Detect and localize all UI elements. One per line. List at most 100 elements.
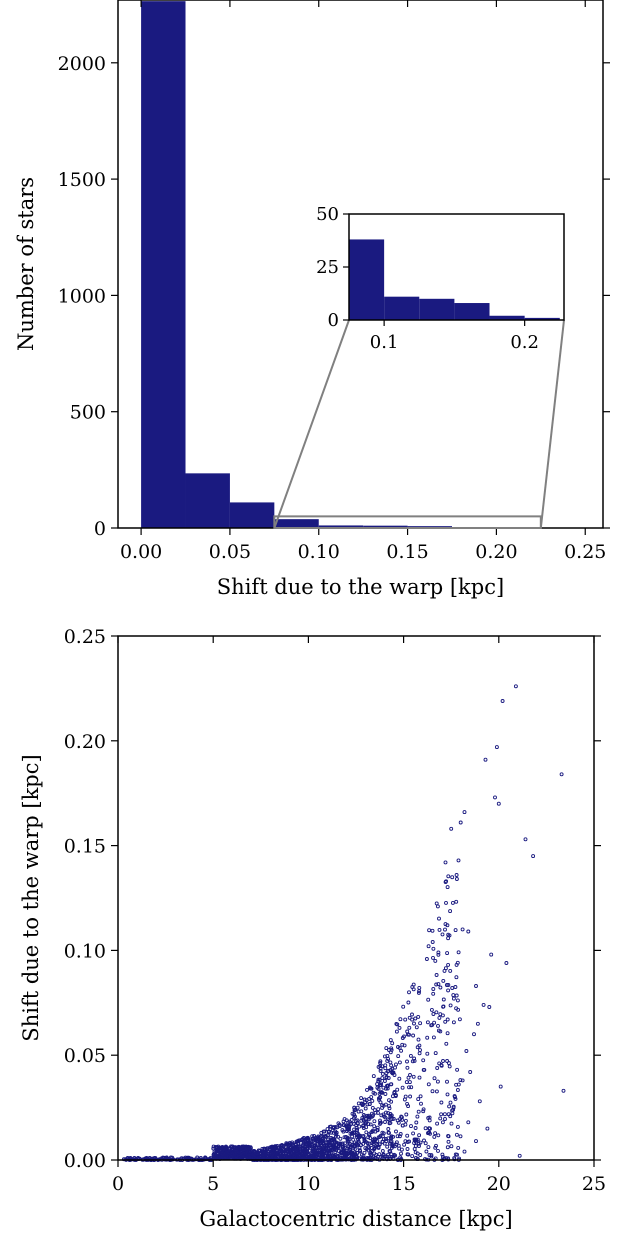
histogram-y-tick-label: 0 xyxy=(94,518,106,540)
scatter-point xyxy=(400,1049,403,1052)
scatter-point xyxy=(446,1080,449,1083)
histogram-bar-3 xyxy=(274,519,318,528)
scatter-point xyxy=(452,1021,455,1024)
scatter-point xyxy=(436,1122,439,1125)
scatter-point xyxy=(442,979,445,982)
histogram-y-tick-label: 500 xyxy=(70,402,106,424)
scatter-point xyxy=(387,1128,390,1131)
histogram-y-tick-label: 2000 xyxy=(58,53,106,75)
scatter-point xyxy=(403,1143,406,1146)
scatter-point xyxy=(426,1052,429,1055)
scatter-point xyxy=(446,952,449,955)
scatter-point xyxy=(352,1138,355,1141)
scatter-point xyxy=(459,821,462,824)
scatter-point xyxy=(440,1101,443,1104)
scatter-point xyxy=(401,1086,404,1089)
scatter-point xyxy=(441,933,444,936)
scatter-point xyxy=(427,1146,430,1149)
scatter-point xyxy=(454,929,457,932)
scatter-point xyxy=(339,1137,342,1140)
scatter-point xyxy=(447,989,450,992)
scatter-point xyxy=(439,986,442,989)
scatter-point xyxy=(518,1154,521,1157)
scatter-point xyxy=(463,1150,466,1153)
scatter-point xyxy=(439,1117,442,1120)
scatter-point xyxy=(450,1122,453,1125)
scatter-point xyxy=(484,758,487,761)
scatter-point xyxy=(363,1151,366,1154)
scatter-point xyxy=(406,1066,409,1069)
scatter-point xyxy=(434,959,437,962)
scatter-point xyxy=(372,1075,375,1078)
zoom-connector-right xyxy=(541,320,564,528)
scatter-point xyxy=(412,1034,415,1037)
scatter-point xyxy=(409,1054,412,1057)
scatter-point xyxy=(433,1077,436,1080)
scatter-point xyxy=(452,994,455,997)
scatter-chart: 0 5 10 15 20 250.000.050.100.150.200.25 Galac… xyxy=(19,626,606,1231)
inset-bar-6 xyxy=(454,303,489,320)
scatter-point xyxy=(447,963,450,966)
scatter-y-tick-label: 0.00 xyxy=(64,1150,106,1172)
scatter-point xyxy=(458,1018,461,1021)
scatter-point xyxy=(360,1097,363,1100)
scatter-point xyxy=(456,1089,459,1092)
scatter-point xyxy=(495,746,498,749)
scatter-point xyxy=(365,1131,368,1134)
scatter-point xyxy=(446,1060,449,1063)
scatter-point xyxy=(423,1139,426,1142)
scatter-point xyxy=(457,859,460,862)
scatter-x-tick-label: 0 xyxy=(112,1173,124,1195)
scatter-point xyxy=(435,1144,438,1147)
scatter-point xyxy=(478,1100,481,1103)
scatter-point xyxy=(457,951,460,954)
scatter-point xyxy=(442,1060,445,1063)
scatter-point xyxy=(444,861,447,864)
scatter-point xyxy=(431,929,434,932)
histogram-x-tick-label: 0.00 xyxy=(120,541,162,563)
scatter-point xyxy=(450,827,453,830)
scatter-point xyxy=(435,974,438,977)
scatter-point xyxy=(455,976,458,979)
scatter-point xyxy=(412,1132,415,1135)
scatter-point xyxy=(417,1110,420,1113)
scatter-point xyxy=(377,1108,380,1111)
inset-y-tick-label: 0 xyxy=(328,310,339,331)
scatter-point xyxy=(405,1113,408,1116)
scatter-point xyxy=(494,796,497,799)
scatter-point xyxy=(445,901,448,904)
scatter-point xyxy=(501,700,504,703)
scatter-point xyxy=(366,1088,369,1091)
scatter-point xyxy=(391,1042,394,1045)
scatter-point xyxy=(414,1145,417,1148)
scatter-point xyxy=(389,1039,392,1042)
scatter-point xyxy=(398,1026,401,1029)
scatter-point xyxy=(399,1018,402,1021)
scatter-point xyxy=(449,969,452,972)
histogram-x-tick-label: 0.15 xyxy=(386,541,428,563)
scatter-point xyxy=(456,1068,459,1071)
scatter-point xyxy=(411,1018,414,1021)
scatter-point xyxy=(451,876,454,879)
scatter-point xyxy=(425,958,428,961)
scatter-x-tick-label: 10 xyxy=(296,1173,320,1195)
scatter-point xyxy=(461,928,464,931)
scatter-point xyxy=(376,1083,379,1086)
scatter-point xyxy=(467,1121,470,1124)
scatter-point xyxy=(435,1011,438,1014)
scatter-point xyxy=(412,1075,415,1078)
scatter-point xyxy=(406,1134,409,1137)
scatter-point xyxy=(397,1055,400,1058)
scatter-point xyxy=(376,1126,379,1129)
scatter-point xyxy=(371,1106,374,1109)
scatter-point xyxy=(444,1118,447,1121)
scatter-point xyxy=(384,1121,387,1124)
scatter-point xyxy=(356,1106,359,1109)
scatter-point xyxy=(422,1059,425,1062)
scatter-point xyxy=(406,1030,409,1033)
scatter-point xyxy=(469,1071,472,1074)
scatter-point xyxy=(415,1026,418,1029)
scatter-point xyxy=(459,1135,462,1138)
scatter-point xyxy=(417,1038,420,1041)
scatter-point xyxy=(413,1022,416,1025)
